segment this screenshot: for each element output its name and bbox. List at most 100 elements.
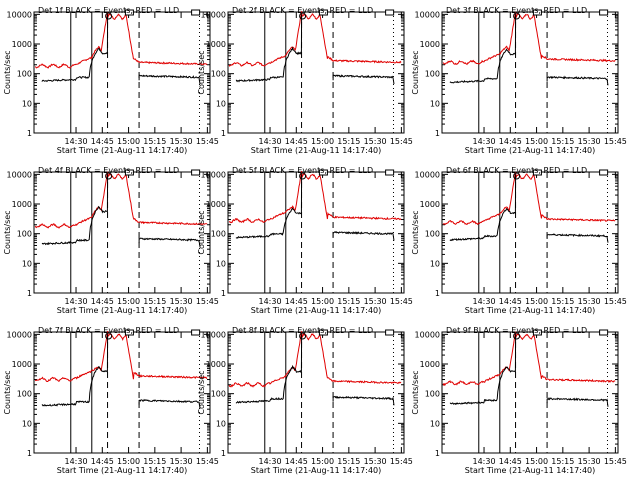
- panel-title: Det 3f BLACK = Events, RED = LLD: [446, 6, 587, 15]
- x-axis-label: Start Time (21-Aug-11 14:17:40): [251, 306, 382, 315]
- x-tick-label: 15:30: [578, 457, 601, 466]
- panel-det-6: 1 10 100 1000 10000 14:30 14:45 15:00 15:15 15:30…: [411, 166, 627, 315]
- x-axis-label: Start Time (21-Aug-11 14:17:40): [57, 466, 188, 475]
- panel-title: Det 5f BLACK = Events, RED = LLD: [232, 166, 373, 175]
- panel-title: Det 2f BLACK = Events, RED = LLD: [232, 6, 373, 15]
- panel-det-8: 1 10 100 1000 10000 14:30 14:45 15:00 15:15 15:30…: [197, 326, 413, 475]
- lld-series-line: [228, 11, 402, 67]
- x-tick-label: 14:45: [91, 137, 114, 146]
- attenuator-marker-icon: [318, 9, 328, 16]
- y-tick-label: 1: [221, 449, 226, 458]
- y-tick-label: 10: [216, 99, 226, 108]
- y-tick-label: 10: [430, 99, 440, 108]
- x-tick-label: 14:30: [472, 137, 495, 146]
- events-series-line: [449, 14, 517, 84]
- y-tick-label: 1: [221, 289, 226, 298]
- events-series-line: [138, 237, 201, 247]
- events-series-line: [235, 334, 303, 404]
- x-tick-label: 15:45: [196, 457, 219, 466]
- panel-title: Det 4f BLACK = Events, RED = LLD: [38, 166, 179, 175]
- attenuator-marker-icon: [532, 329, 542, 336]
- y-tick-label: 1: [435, 289, 440, 298]
- x-axis-label: Start Time (21-Aug-11 14:17:40): [57, 306, 188, 315]
- y-tick-label: 10000: [415, 330, 440, 339]
- y-tick-label: 10: [216, 259, 226, 268]
- panel-det-7: 1 10 100 1000 10000 14:30 14:45 15:00 15:15 15:30…: [3, 326, 219, 475]
- attenuator-marker-icon: [532, 9, 542, 16]
- panel-det-5: 1 10 100 1000 10000 14:30 14:45 15:00 15:15 15:30…: [197, 166, 413, 315]
- y-axis-label: Counts/sec: [411, 210, 420, 254]
- y-tick-label: 1000: [420, 360, 440, 369]
- y-tick-label: 1: [435, 129, 440, 138]
- events-series-line: [41, 14, 109, 83]
- plot-frame: [227, 11, 405, 134]
- events-series-line: [546, 233, 609, 243]
- attenuator-marker-icon: [124, 169, 134, 176]
- panel-title: Det 7f BLACK = Events, RED = LLD: [38, 326, 179, 335]
- y-tick-label: 10000: [7, 10, 32, 19]
- events-series-line: [332, 231, 395, 241]
- flare-marker-icon: [105, 172, 113, 180]
- panel-det-2: 1 10 100 1000 10000 14:30 14:45 15:00 15:15 15:30…: [197, 6, 413, 155]
- attenuator-marker-icon: [191, 329, 201, 336]
- panel-det-3: 1 10 100 1000 10000 14:30 14:45 15:00 15:15 15:30…: [411, 6, 627, 155]
- y-tick-label: 10: [22, 99, 32, 108]
- x-tick-label: 15:00: [117, 297, 140, 306]
- y-tick-label: 1000: [206, 40, 226, 49]
- plot-frame: [33, 331, 211, 454]
- panel-det-9: 1 10 100 1000 10000 14:30 14:45 15:00 15:15 15:30…: [411, 326, 627, 475]
- plot-frame: [441, 11, 619, 134]
- y-axis-label: Counts/sec: [3, 50, 12, 94]
- x-tick-label: 15:45: [604, 457, 627, 466]
- attenuator-marker-icon: [599, 329, 609, 336]
- y-tick-label: 1: [27, 129, 32, 138]
- x-tick-label: 14:30: [472, 457, 495, 466]
- x-axis-label: Start Time (21-Aug-11 14:17:40): [465, 466, 596, 475]
- attenuator-marker-icon: [599, 9, 609, 16]
- x-axis-label: Start Time (21-Aug-11 14:17:40): [465, 306, 596, 315]
- x-tick-label: 14:45: [499, 297, 522, 306]
- x-tick-label: 15:45: [390, 297, 413, 306]
- events-series-line: [138, 398, 201, 409]
- y-tick-label: 10000: [201, 10, 226, 19]
- panel-title: Det 6f BLACK = Events, RED = LLD: [446, 166, 587, 175]
- x-tick-label: 14:30: [258, 457, 281, 466]
- y-tick-label: 1: [435, 449, 440, 458]
- x-tick-label: 14:45: [499, 137, 522, 146]
- y-tick-label: 1: [27, 449, 32, 458]
- events-series-line: [235, 14, 303, 83]
- attenuator-marker-icon: [385, 9, 395, 16]
- x-tick-label: 15:15: [551, 297, 574, 306]
- x-tick-label: 15:15: [551, 457, 574, 466]
- panel-det-4: 1 10 100 1000 10000 14:30 14:45 15:00 15:15 15:30…: [3, 166, 219, 315]
- flare-marker-icon: [513, 172, 521, 180]
- lld-series-line: [228, 331, 402, 388]
- x-tick-label: 14:30: [258, 137, 281, 146]
- x-tick-label: 15:45: [604, 297, 627, 306]
- x-tick-label: 15:00: [311, 297, 334, 306]
- x-tick-label: 15:15: [337, 137, 360, 146]
- attenuator-marker-icon: [599, 169, 609, 176]
- x-tick-label: 15:30: [578, 297, 601, 306]
- y-axis-label: Counts/sec: [411, 370, 420, 414]
- x-axis-label: Start Time (21-Aug-11 14:17:40): [465, 146, 596, 155]
- y-tick-label: 10000: [201, 170, 226, 179]
- panel-title: Det 1f BLACK = Events, RED = LLD: [38, 6, 179, 15]
- x-tick-label: 15:00: [525, 457, 548, 466]
- y-tick-label: 10: [430, 419, 440, 428]
- y-tick-label: 1000: [12, 360, 32, 369]
- x-tick-label: 15:45: [390, 457, 413, 466]
- plot-frame: [227, 331, 405, 454]
- flare-marker-icon: [513, 332, 521, 340]
- x-tick-label: 15:15: [143, 297, 166, 306]
- x-axis-label: Start Time (21-Aug-11 14:17:40): [251, 466, 382, 475]
- flare-marker-icon: [299, 172, 307, 180]
- x-tick-label: 14:45: [285, 457, 308, 466]
- panel-title: Det 9f BLACK = Events, RED = LLD: [446, 326, 587, 335]
- x-tick-label: 14:45: [91, 297, 114, 306]
- x-tick-label: 15:30: [364, 137, 387, 146]
- x-tick-label: 15:30: [170, 137, 193, 146]
- flare-marker-icon: [105, 12, 113, 20]
- x-tick-label: 15:15: [337, 297, 360, 306]
